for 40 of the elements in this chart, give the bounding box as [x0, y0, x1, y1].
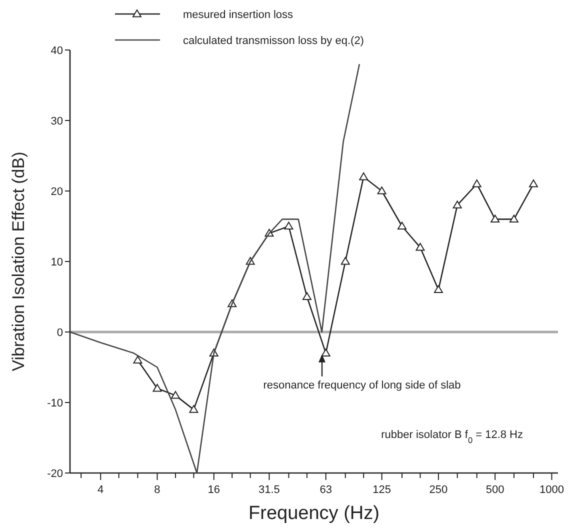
- y-tick-label: 20: [50, 186, 63, 198]
- legend-label: calculated transmisson loss by eq.(2): [183, 35, 364, 47]
- point: [452, 200, 462, 208]
- point: [377, 186, 386, 194]
- point: [472, 179, 482, 188]
- point: [359, 172, 368, 180]
- y-tick-label: 10: [50, 256, 63, 268]
- x-tick-label: 16: [208, 484, 220, 496]
- y-tick-label: 40: [50, 45, 63, 57]
- x-tick-label: 63: [320, 484, 332, 496]
- point: [416, 242, 425, 251]
- y-tick-label: -20: [47, 468, 63, 480]
- legend-label: mesured insertion loss: [183, 9, 294, 21]
- point: [189, 405, 198, 413]
- y-tick-label: 0: [56, 327, 63, 339]
- point: [340, 257, 350, 265]
- point: [397, 222, 406, 230]
- point: [170, 390, 180, 399]
- annotation: rubber isolator B f$_{0}$ = 12.8 Hz: [381, 428, 523, 444]
- point: [302, 292, 312, 300]
- x-tick-label: 8: [154, 484, 160, 496]
- point: [284, 222, 294, 230]
- y-tick-label: 30: [50, 116, 63, 128]
- x-tick-label: 500: [486, 484, 504, 496]
- point: [321, 348, 330, 356]
- x-tick-label: 250: [429, 484, 448, 496]
- x-tick-label: 4: [98, 484, 104, 496]
- point: [133, 356, 142, 364]
- y-axis-title: Vibration Isolation Effect (dB): [9, 152, 28, 372]
- x-tick-label: 31.5: [258, 484, 280, 496]
- x-axis-title: Frequency (Hz): [248, 503, 380, 524]
- x-tick-label: 125: [372, 484, 392, 496]
- point: [509, 214, 518, 222]
- point: [528, 179, 538, 188]
- x-tick-label: 1000: [539, 484, 564, 496]
- point: [152, 384, 162, 392]
- point: [434, 285, 443, 293]
- annotation: resonance frequency of long side of slab: [263, 379, 461, 392]
- point: [490, 214, 500, 222]
- y-tick-label: -10: [47, 398, 63, 410]
